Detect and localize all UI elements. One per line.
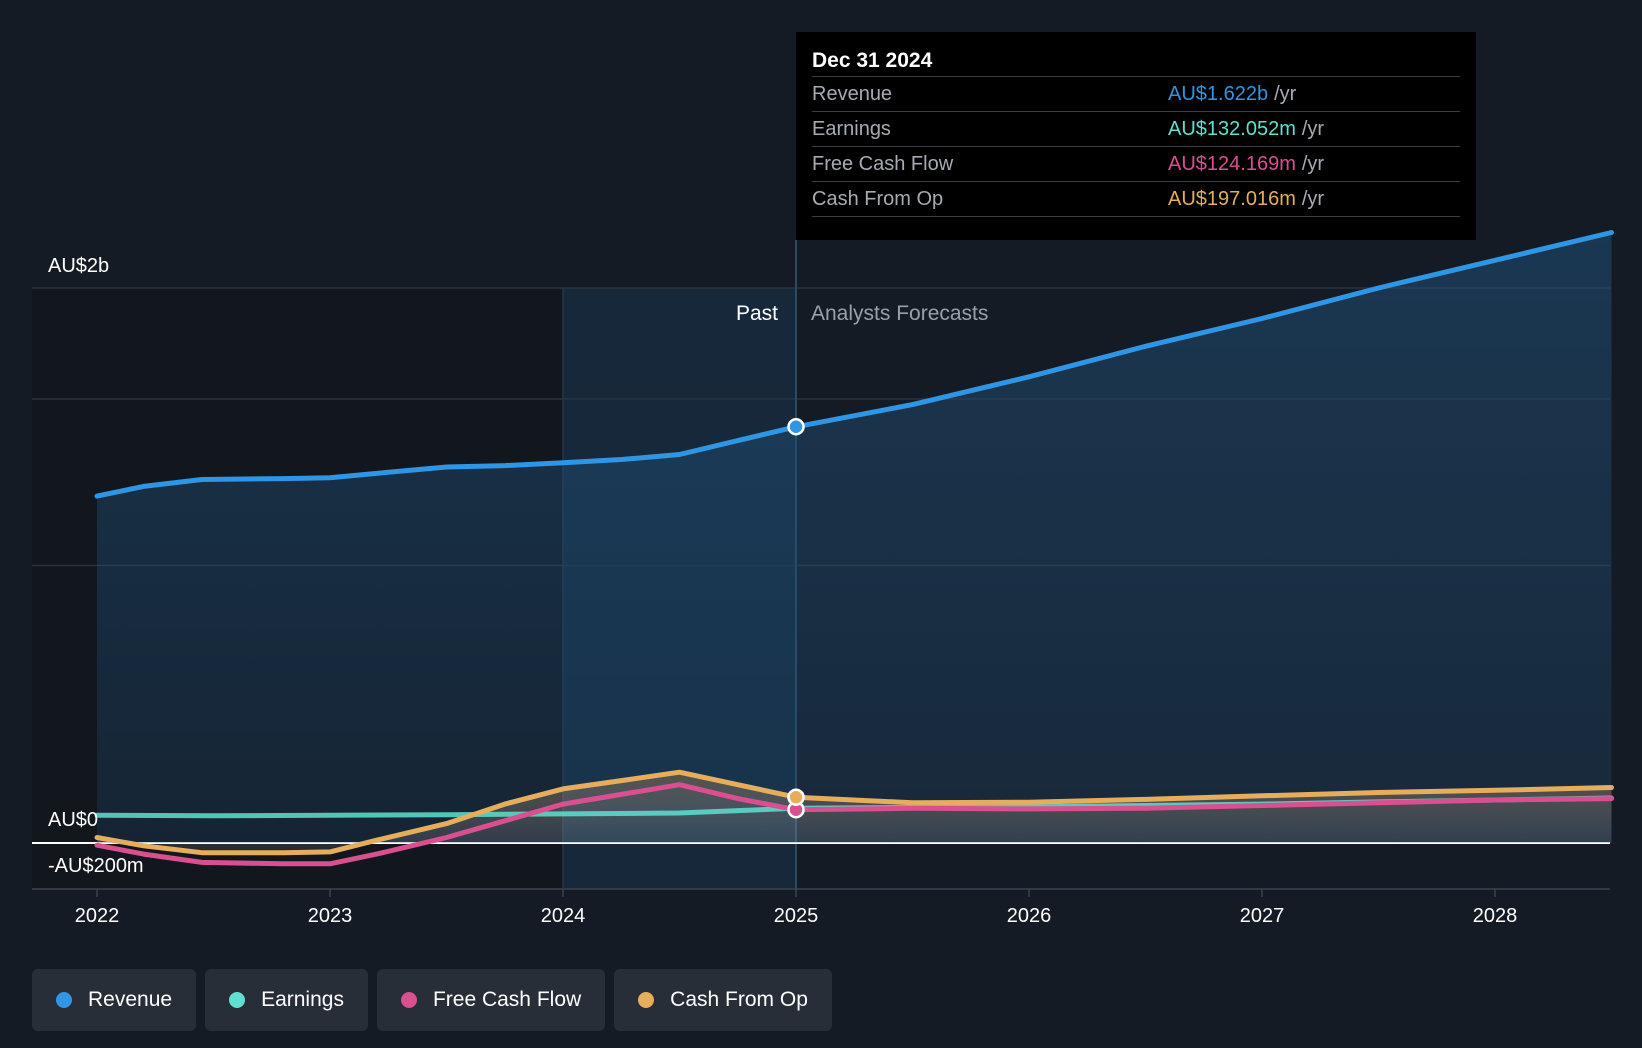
tooltip: Dec 31 2024 Revenue AU$1.622b /yr Earnin… [796,32,1476,240]
tooltip-unit: /yr [1274,83,1297,105]
legend-item-free-cash-flow[interactable]: Free Cash Flow [376,969,606,1031]
x-tick-label: 2028 [1473,905,1518,927]
cash-from-op-dot-icon [638,992,655,1008]
x-tick-label: 2026 [1007,905,1052,927]
legend-label: Free Cash Flow [432,988,582,1011]
legend-label: Cash From Op [670,988,808,1011]
x-tick-label: 2022 [75,905,120,927]
tooltip-value: AU$197.016m [1168,188,1296,210]
x-tick-label: 2024 [541,905,586,927]
tooltip-unit: /yr [1301,188,1325,210]
y-axis-label: -AU$200m [48,855,144,877]
legend-item-cash-from-op[interactable]: Cash From Op [614,969,832,1031]
tooltip-unit: /yr [1301,118,1325,140]
legend-label: Earnings [261,988,344,1011]
tooltip-label: Free Cash Flow [812,153,954,175]
tooltip-row-free-cash-flow: Free Cash Flow AU$124.169m /yr [812,146,1460,181]
earnings-dot-icon [229,992,246,1008]
tooltip-label: Cash From Op [812,188,944,210]
forecast-label: Analysts Forecasts [811,302,988,325]
revenue-line [94,230,1614,499]
legend-label: Revenue [88,988,173,1011]
legend-item-revenue[interactable]: Revenue [32,969,197,1031]
revenue-marker [787,418,805,436]
revenue-area [97,232,1612,843]
tooltip-value: AU$124.169m [1168,153,1296,175]
tooltip-label: Earnings [812,118,891,140]
y-axis-label: AU$2b [48,255,109,277]
tooltip-date: Dec 31 2024 [812,49,933,72]
tooltip-row-revenue: Revenue AU$1.622b /yr [812,76,1460,111]
tooltip-row-earnings: Earnings AU$132.052m /yr [812,111,1460,146]
tooltip-row-cash-from-op: Cash From Op AU$197.016m /yr [812,181,1460,217]
legend: Revenue Earnings Free Cash Flow Cash Fro… [32,969,832,1031]
x-tick-label: 2027 [1240,905,1285,927]
revenue-dot-icon [56,992,72,1008]
tooltip-value: AU$132.052m [1168,118,1296,140]
tooltip-label: Revenue [812,83,893,105]
cash-from-op-line [94,769,1614,856]
x-tick-label: 2025 [774,905,819,927]
legend-item-earnings[interactable]: Earnings [205,969,368,1031]
cash-from-op-marker [787,788,805,806]
y-axis-label: AU$0 [48,809,98,831]
cash-from-op-area [97,772,1612,853]
past-label: Past [736,302,778,325]
free-cash-flow-dot-icon [400,992,417,1008]
tooltip-unit: /yr [1301,153,1325,175]
x-tick-label: 2023 [308,905,353,927]
tooltip-value: AU$1.622b [1168,83,1269,105]
free-cash-flow-line [94,782,1614,867]
